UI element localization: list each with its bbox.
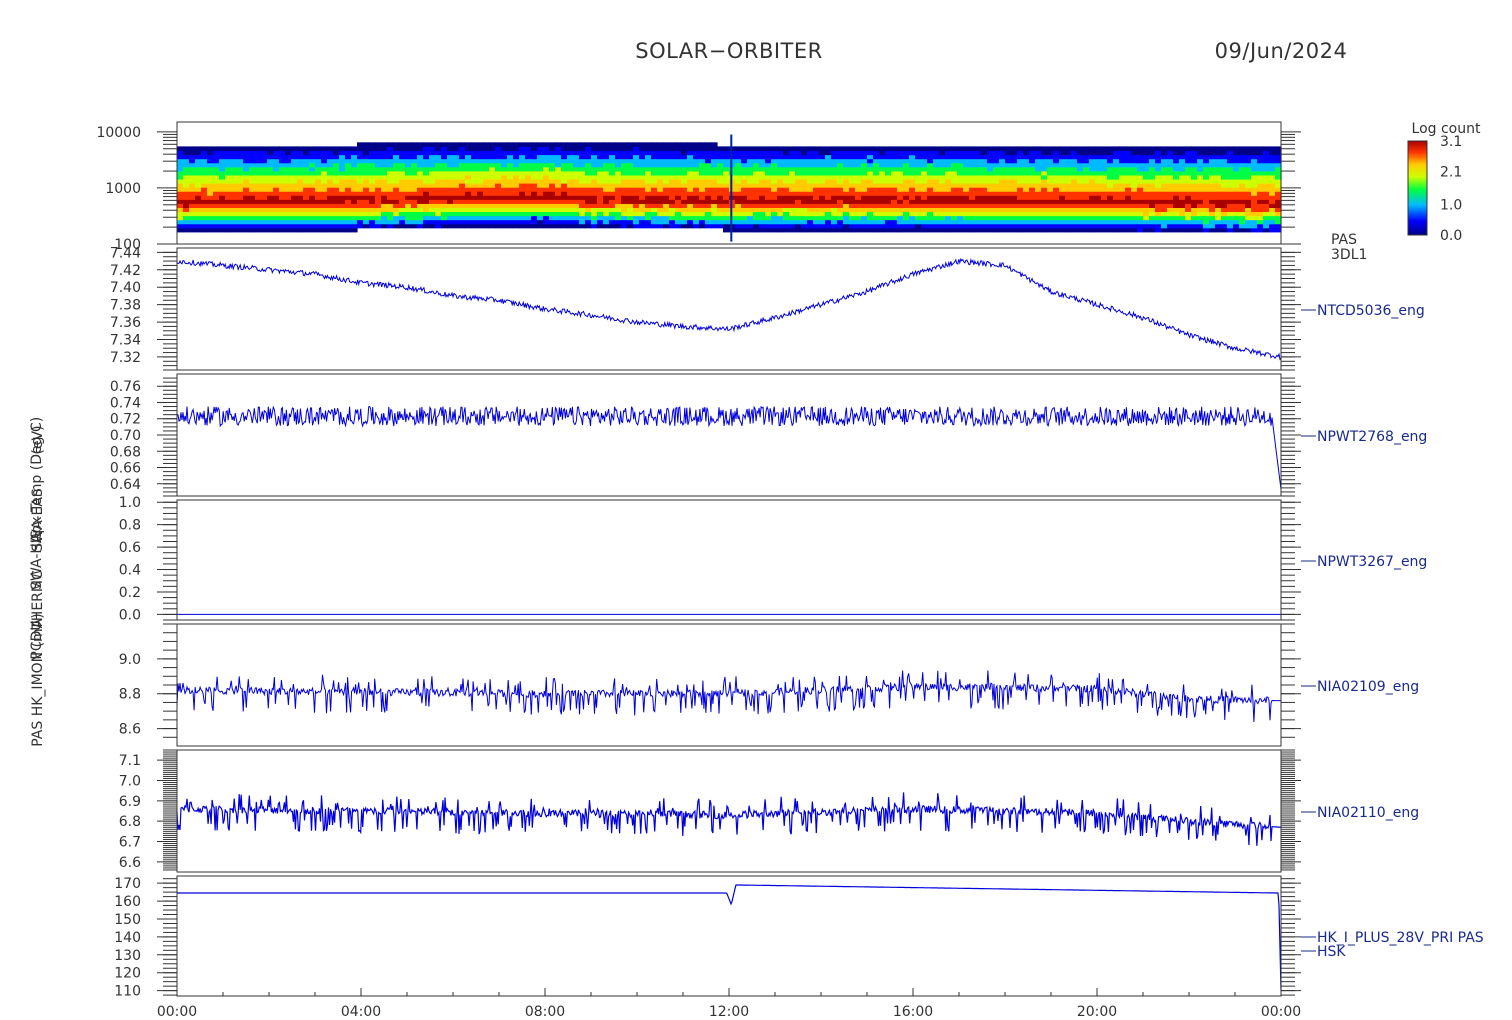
y-axis-label: Apx Temp (Deg C) [29,417,45,543]
colorbar-title: Log count [1412,121,1481,137]
y-tick-label: 7.42 [110,263,141,279]
y-tick-label: 9.0 [119,652,141,668]
x-tick-label: 04:00 [341,1004,381,1020]
y-tick-label: 10000 [96,125,141,141]
panel-frame [176,875,1282,997]
y-tick-label: 7.1 [119,753,141,769]
panel-side-label: 3DL1 [1331,247,1367,263]
y-tick-label: 1.0 [119,495,141,511]
y-tick-label: 0.0 [119,607,141,623]
x-tick-label: 00:00 [1261,1004,1301,1020]
y-tick-label: 0.66 [110,461,141,477]
colorbar-gradient [1407,140,1428,236]
panel-frame [176,499,1282,621]
y-axis-label: THERMC [30,570,46,631]
date-title: 09/Jun/2024 [1215,39,1348,63]
colorbar-tick-label: 1.0 [1440,198,1462,214]
y-tick-label: 150 [114,912,141,928]
panel-frame [176,373,1282,497]
y-tick-label: 6.6 [119,855,141,871]
y-tick-label: 7.38 [110,298,141,314]
y-tick-label: 0.72 [110,412,141,428]
y-tick-label: 0.8 [119,518,141,534]
y-axis-label: SWA-EAS [30,488,46,552]
y-tick-label: 7.32 [110,350,141,366]
y-tick-label: 140 [114,930,141,946]
x-tick-label: 16:00 [893,1004,933,1020]
series-name-label: NTCD5036_eng [1317,303,1425,319]
x-tick-label: 08:00 [525,1004,565,1020]
panel-side-label: PAS [1331,232,1357,248]
colorbar-tick-label: 3.1 [1440,134,1462,150]
series-line [177,884,1282,991]
y-axis-label: PAS HK_IMON (mA) [30,613,46,746]
y-tick-label: 0.68 [110,444,141,460]
series-name-label: HSK [1317,944,1346,960]
series-line [176,405,1282,490]
y-tick-label: 7.0 [119,774,141,790]
y-tick-label: 6.7 [119,835,141,851]
spectrogram [177,134,1282,242]
y-tick-label: 110 [114,984,141,1000]
y-tick-label: 130 [114,948,141,964]
x-axis: 00:00 04:00 08:00 12:00 16:00 20:00 00:00 [157,988,1301,1020]
series-name-label: NIA02110_eng [1317,805,1419,821]
series-name-label: NIA02109_eng [1317,679,1419,695]
y-tick-label: 100 [114,237,141,253]
y-tick-label: 8.6 [119,722,141,738]
y-tick-label: 7.34 [110,333,141,349]
x-tick-label: 00:00 [157,1004,197,1020]
y-tick-label: 0.2 [119,585,141,601]
panel-nia02109-eng: 9.0 8.8 8.6 NIA02109_eng [119,623,1419,747]
y-tick-label: 6.9 [119,794,141,810]
panel-ntcd5036-eng: 7.44 7.427.40 7.387.36 7.347.32 NTCD5036_eng [110,245,1425,371]
y-tick-label: 7.36 [110,315,141,331]
series-line [176,792,1282,846]
y-axis-label: (eV) [30,425,46,454]
y-tick-label: 0.74 [110,395,141,411]
mission-title: SOLAR−ORBITER [635,39,823,63]
series-name-label: HK_I_PLUS_28V_PRI PAS [1317,930,1484,946]
panel-frame [176,121,1282,245]
x-tick-label: 12:00 [709,1004,749,1020]
y-axis-labels: (eV)Apx Temp (Deg C)SWA-EASSWA-HISTHERMC… [29,417,46,747]
panel-frame [176,623,1282,747]
series-name-label: NPWT2768_eng [1317,429,1427,445]
y-axis-label: PCDU [29,620,45,659]
y-tick-label: 6.8 [119,814,141,830]
y-tick-label: 0.64 [110,477,141,493]
y-tick-label: 7.40 [110,280,141,296]
colorbar-tick-label: 2.1 [1440,164,1462,180]
colorbar-tick-label: 0.0 [1440,228,1462,244]
y-tick-label: 170 [114,876,141,892]
y-tick-label: 120 [114,966,141,982]
y-axis-label: SWA-HIS [29,530,45,590]
y-tick-label: 160 [114,894,141,910]
colorbar: Log count 3.1 2.1 1.0 0.0 [1407,121,1481,244]
series-name-label: NPWT3267_eng [1317,554,1427,570]
panel-frame [176,749,1282,873]
y-tick-label: 0.70 [110,428,141,444]
panel-frame [176,247,1282,371]
y-tick-label: 1000 [105,181,141,197]
y-tick-label: 0.4 [119,563,141,579]
y-tick-label: 0.6 [119,540,141,556]
panel-npwt2768-eng: 0.760.740.720.700.680.660.64 NPWT2768_eng [110,373,1427,497]
series-line [176,670,1281,723]
y-tick-label: 7.44 [110,245,141,261]
x-tick-label: 20:00 [1077,1004,1117,1020]
series-line [176,257,1282,361]
panel-hk-i-plus-28v-pri-pas: 170 160 150 140 130 120 110 HK_I_PLUS_28V_PRI P… [114,875,1484,1000]
panel-nia02110-eng: 7.1 7.0 6.9 6.8 6.7 6.6 NIA02110_eng [119,749,1419,873]
panel-npwt3267-eng: 1.0 0.8 0.6 0.4 0.2 0.0 NPWT3267_eng [119,495,1428,623]
y-tick-label: 0.76 [110,379,141,395]
y-tick-label: 8.8 [119,687,141,703]
